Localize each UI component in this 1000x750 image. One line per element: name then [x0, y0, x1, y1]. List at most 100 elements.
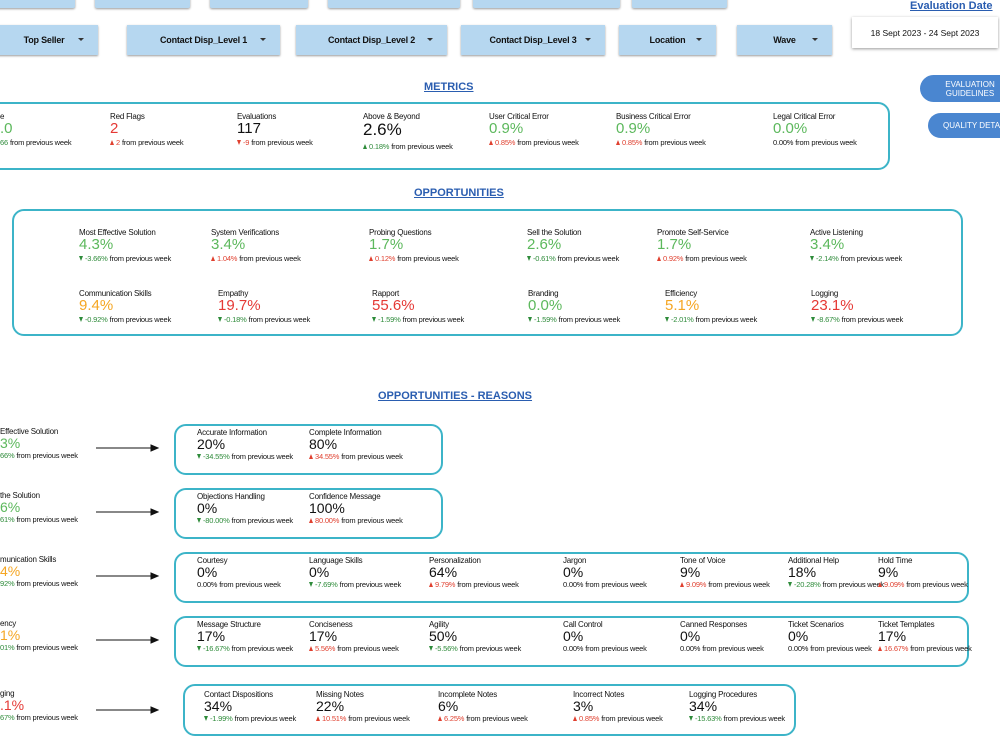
button[interactable]: [210, 0, 308, 8]
delta-note: from previous week: [708, 579, 770, 589]
kpi: Incorrect Notes 3% 0.85% from previous week: [573, 690, 663, 723]
trend-arrow: [79, 255, 83, 261]
delta-note: from previous week: [457, 579, 519, 589]
delta-value: -80.00%: [203, 515, 230, 525]
delta-note: from previous week: [601, 713, 663, 723]
button[interactable]: [328, 0, 460, 8]
kpi: Branding 0.0% -1.59% from previous week: [528, 289, 620, 324]
kpi-value: 0%: [309, 564, 330, 580]
kpi-value: 4%: [0, 563, 21, 579]
kpi: Legal Critical Error 0.0% 0.00% from previo…: [773, 112, 857, 147]
kpi: ging .1% 67% from previous week: [0, 689, 78, 722]
filter-dropdown[interactable]: Top Seller: [0, 25, 98, 55]
kpi-value: 17%: [309, 628, 338, 644]
kpi: Most Effective Solution 4.3% -3.66% from pr…: [79, 228, 171, 263]
delta-note: from previous week: [517, 137, 579, 147]
reason-box: [183, 684, 796, 736]
delta-note: from previous week: [840, 253, 903, 263]
trend-arrow: [309, 645, 313, 651]
trend-arrow: [528, 316, 532, 322]
kpi-label: Accurate Information: [197, 428, 267, 437]
kpi: Contact Dispositions 34% -1.99% from previo…: [204, 690, 296, 723]
delta-value: -0.61%: [533, 253, 556, 263]
kpi-value: 34%: [204, 698, 233, 714]
kpi-delta: 0.18% from previous week: [363, 142, 453, 151]
kpi-value: 0.0%: [773, 120, 808, 137]
kpi-label: ging: [0, 689, 15, 698]
kpi-value: 34%: [689, 698, 718, 714]
kpi-delta: -2.01% from previous week: [665, 315, 757, 324]
kpi-label: Tone of Voice: [680, 556, 726, 565]
trend-arrow: [79, 316, 83, 322]
kpi: Jargon 0% 0.00% from previous week: [563, 556, 647, 589]
kpi-label: Conciseness: [309, 620, 353, 629]
kpi: Personalization 64% 9.79% from previous wee…: [429, 556, 519, 589]
kpi-delta: 0.85% from previous week: [489, 138, 579, 147]
kpi-delta: -8.67% from previous week: [811, 315, 903, 324]
kpi: Complete Information 80% 34.55% from previo…: [309, 428, 403, 461]
kpi: Confidence Message 100% 80.00% from previou…: [309, 492, 403, 525]
kpi: Incomplete Notes 6% 6.25% from previous wee…: [438, 690, 528, 723]
button[interactable]: [632, 0, 727, 8]
kpi: Ticket Scenarios 0% 0.00% from previous wee…: [788, 620, 872, 653]
delta-note: from previous week: [695, 314, 758, 324]
kpi-value: .0: [0, 120, 13, 137]
quality-button[interactable]: QUALITY DETA: [928, 113, 1000, 138]
filter-dropdown[interactable]: Contact Disp_Level 1: [127, 25, 280, 55]
delta-value: -15.63%: [695, 713, 722, 723]
kpi-label: Logging Procedures: [689, 690, 758, 699]
delta-note: from previous week: [16, 450, 78, 460]
delta-note: from previous week: [251, 137, 313, 147]
delta-value: 0.85%: [622, 137, 643, 147]
delta-value: -0.92%: [85, 314, 108, 324]
kpi-value: 1%: [0, 627, 21, 643]
filter-dropdown[interactable]: Wave: [737, 25, 832, 55]
delta-value: 5.56%: [315, 643, 336, 653]
delta-value: 0.00%: [680, 643, 701, 653]
kpi-delta: 0.85% from previous week: [573, 714, 663, 723]
trend-arrow: [211, 255, 215, 261]
guidelines-button[interactable]: EVALUATION GUIDELINES: [920, 75, 1000, 102]
button[interactable]: [473, 0, 620, 8]
kpi-label: Additional Help: [788, 556, 839, 565]
delta-value: 9.09%: [686, 579, 707, 589]
kpi-delta: 0.00% from previous week: [788, 644, 872, 653]
kpi: Agility 50% -5.56% from previous week: [429, 620, 521, 653]
trend-arrow: [372, 316, 376, 322]
filter-dropdown[interactable]: Contact Disp_Level 2: [296, 25, 447, 55]
section-title: OPPORTUNITIES: [414, 187, 504, 199]
delta-value: 67%: [0, 712, 15, 722]
filter-dropdown[interactable]: Contact Disp_Level 3: [461, 25, 605, 55]
kpi-delta: 9.09% from previous week: [680, 580, 770, 589]
kpi-value: 3%: [573, 698, 594, 714]
button[interactable]: [95, 0, 190, 8]
kpi-delta: 9.79% from previous week: [429, 580, 519, 589]
kpi-delta: 0.00% from previous week: [773, 138, 857, 147]
date-range[interactable]: 18 Sept 2023 - 24 Sept 2023: [852, 17, 998, 48]
delta-note: from previous week: [702, 643, 764, 653]
trend-arrow: [110, 139, 114, 145]
kpi: User Critical Error 0.9% 0.85% from previou…: [489, 112, 579, 147]
kpi-label: Above & Beyond: [363, 112, 420, 121]
kpi: Red Flags 2 2 from previous week: [110, 112, 184, 147]
trend-arrow: [218, 316, 222, 322]
kpi-value: 117: [237, 120, 261, 137]
kpi-delta: 0.92% from previous week: [657, 254, 747, 263]
kpi-value: 80%: [309, 436, 338, 452]
filter-dropdown[interactable]: Location: [619, 25, 716, 55]
reason-box: [174, 552, 969, 603]
kpi-value: 0%: [563, 564, 584, 580]
kpi-label: Business Critical Error: [616, 112, 691, 121]
kpi-delta: 66 from previous week: [0, 138, 72, 147]
button[interactable]: [0, 0, 75, 8]
kpi-label: System Verifications: [211, 228, 280, 237]
delta-value: 1.04%: [217, 253, 238, 263]
delta-note: from previous week: [16, 642, 78, 652]
kpi-value: 0%: [680, 628, 701, 644]
kpi-value: .1%: [0, 697, 25, 713]
kpi-value: 2.6%: [363, 120, 402, 139]
delta-note: from previous week: [16, 578, 78, 588]
kpi-delta: -5.56% from previous week: [429, 644, 521, 653]
kpi-value: 50%: [429, 628, 458, 644]
kpi-label: Communication Skills: [79, 289, 152, 298]
